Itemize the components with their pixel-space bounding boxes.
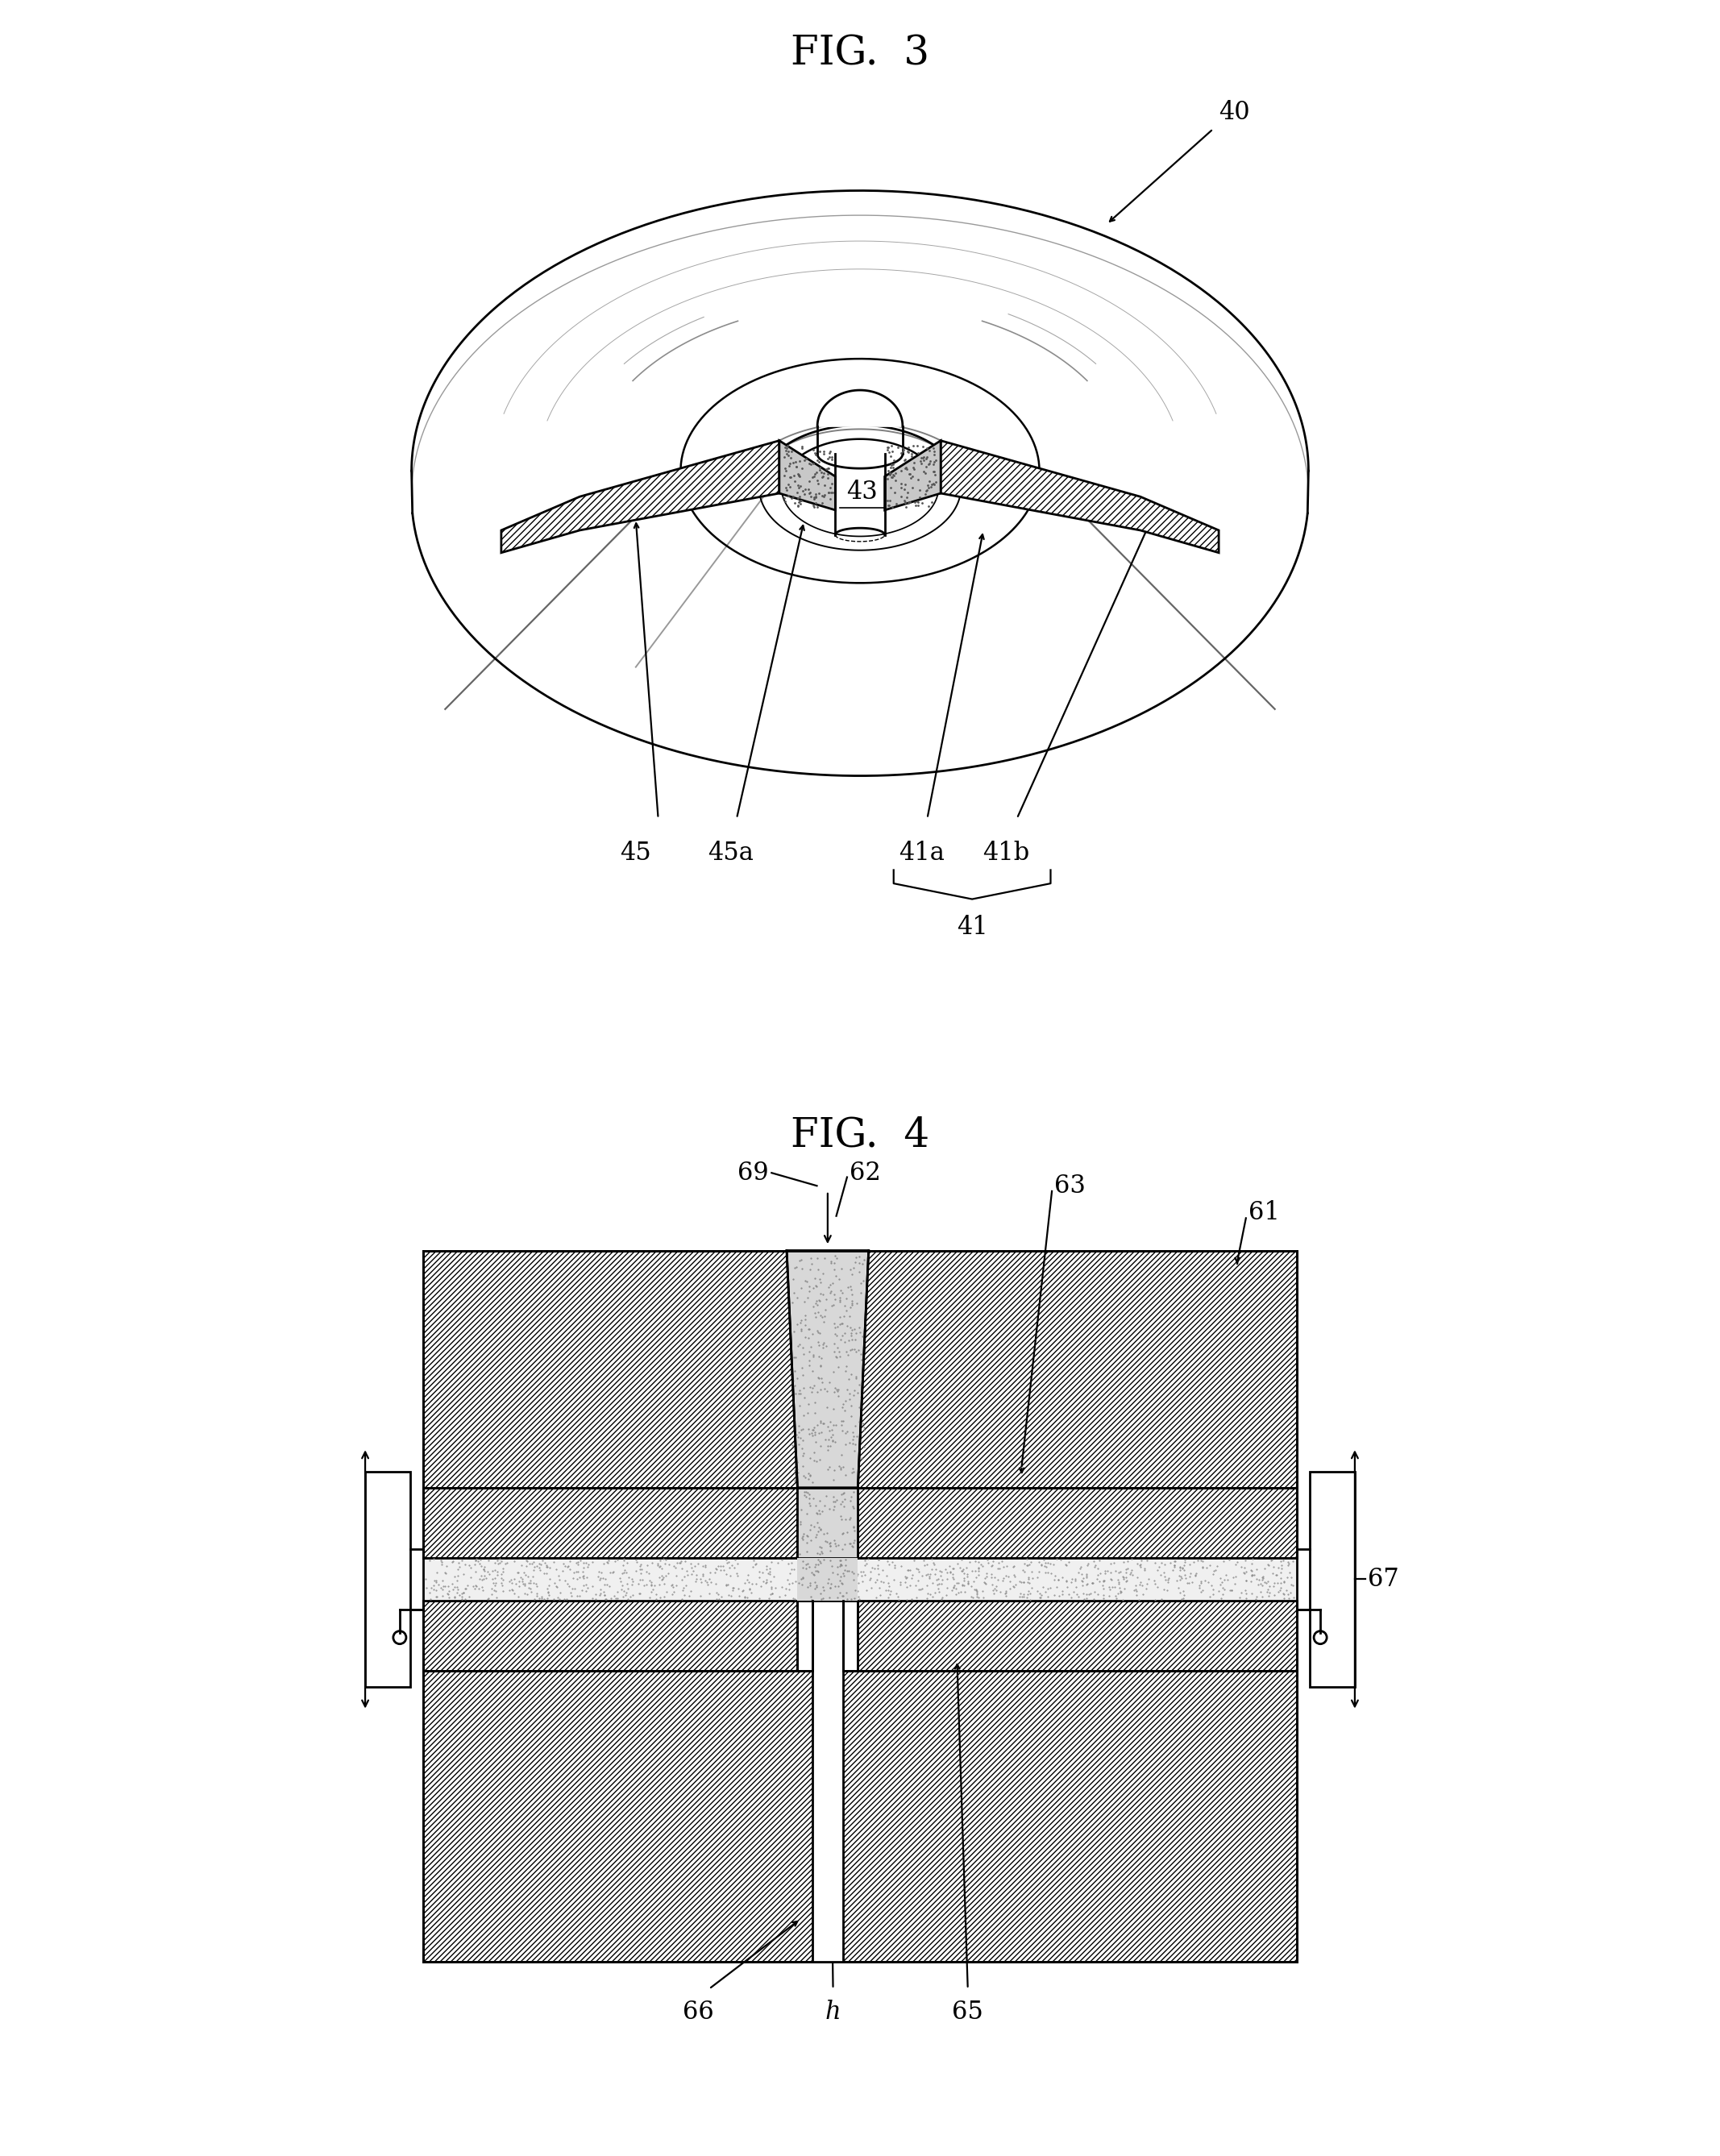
- Polygon shape: [779, 440, 836, 511]
- Polygon shape: [423, 1250, 1297, 1488]
- Text: 41b: 41b: [982, 841, 1029, 867]
- Text: 43: 43: [846, 479, 877, 505]
- Bar: [798, 1557, 858, 1600]
- Text: 41a: 41a: [900, 841, 944, 867]
- Text: FIG.  3: FIG. 3: [791, 34, 929, 73]
- Polygon shape: [423, 1671, 1297, 1962]
- Polygon shape: [941, 440, 1219, 552]
- Text: 63: 63: [1054, 1173, 1085, 1199]
- Text: 61: 61: [1249, 1201, 1280, 1225]
- Polygon shape: [501, 440, 779, 552]
- Text: 41: 41: [956, 914, 987, 940]
- Bar: [798, 1488, 858, 1557]
- Bar: [812, 1600, 843, 1962]
- Bar: [423, 1557, 1297, 1600]
- Text: 67: 67: [1367, 1567, 1398, 1591]
- Text: 69: 69: [738, 1160, 769, 1186]
- Polygon shape: [858, 1600, 1297, 1671]
- Polygon shape: [423, 1488, 798, 1557]
- Polygon shape: [858, 1488, 1297, 1557]
- Text: 65: 65: [953, 2001, 984, 2024]
- Polygon shape: [817, 390, 903, 427]
- Text: h: h: [826, 2001, 841, 2024]
- Text: FIG.  4: FIG. 4: [791, 1117, 929, 1156]
- Bar: [365, 1470, 411, 1686]
- Text: 62: 62: [850, 1160, 881, 1186]
- Text: 45a: 45a: [709, 841, 753, 867]
- Text: 45: 45: [621, 841, 652, 867]
- Text: 66: 66: [683, 2001, 714, 2024]
- Polygon shape: [786, 1250, 869, 1488]
- Polygon shape: [884, 440, 941, 511]
- Text: 40: 40: [1219, 99, 1250, 125]
- Polygon shape: [423, 1600, 798, 1671]
- Polygon shape: [786, 1250, 869, 1488]
- Bar: [1309, 1470, 1355, 1686]
